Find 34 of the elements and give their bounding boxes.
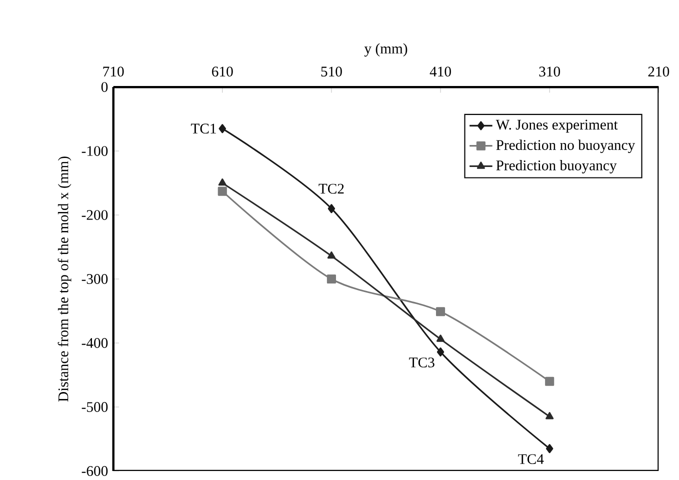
- x-tick-label: 710: [103, 66, 124, 77]
- point: [545, 376, 554, 386]
- legend-label: W. Jones experiment: [496, 120, 618, 133]
- point: [436, 334, 445, 342]
- annotation: TC3: [409, 358, 434, 368]
- legend-label: Prediction buoyancy: [496, 160, 617, 174]
- annotation: TC2: [318, 184, 344, 194]
- point: [436, 307, 446, 316]
- x-tick-label: 510: [321, 66, 342, 77]
- point: [546, 444, 554, 454]
- x-axis-title: y (mm): [364, 43, 408, 57]
- y-tick-label: -200: [82, 210, 108, 220]
- legend-label: Prediction no buoyancy: [496, 140, 636, 153]
- point: [546, 412, 554, 420]
- y-tick-label: 0: [101, 82, 108, 92]
- x-tick-label: 210: [648, 66, 670, 77]
- y-tick-label: -500: [82, 402, 108, 412]
- y-tick-label: -600: [82, 466, 108, 476]
- y-tick-label: -100: [82, 146, 108, 156]
- point: [218, 186, 227, 196]
- point: [327, 251, 336, 259]
- annotation: TC4: [518, 454, 544, 464]
- point: [436, 347, 444, 356]
- x-tick-label: 610: [212, 66, 233, 77]
- point: [328, 204, 336, 214]
- point: [326, 274, 336, 284]
- annotation: TC1: [190, 124, 216, 134]
- x-tick-label: 310: [539, 66, 560, 77]
- x-tick-label: 410: [430, 66, 451, 77]
- point: [218, 178, 226, 186]
- y-tick-label: -300: [82, 274, 108, 284]
- y-tick-label: -400: [82, 338, 108, 348]
- point: [218, 124, 226, 134]
- y-axis-title: Distance from the top of the mold x (mm): [58, 156, 72, 402]
